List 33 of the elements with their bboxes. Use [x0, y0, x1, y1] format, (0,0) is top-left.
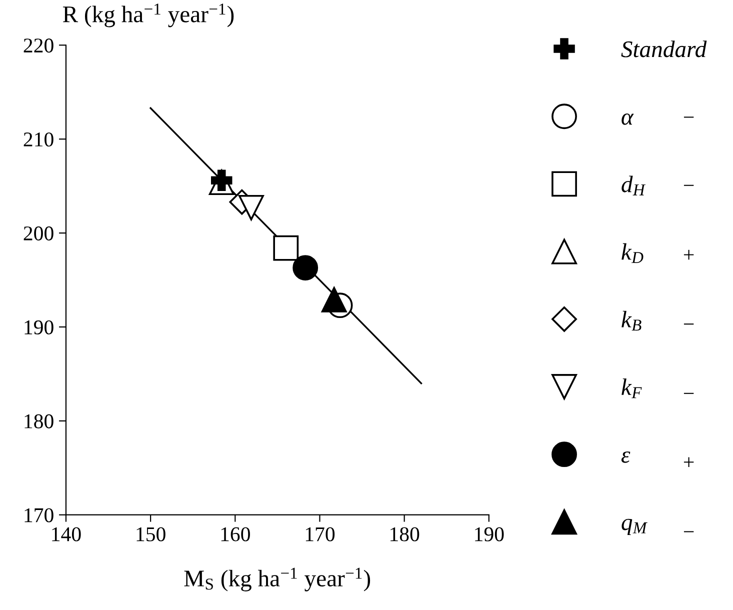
legend-label: k$_{B}$ [622, 310, 642, 331]
y-tick-label: 210 [24, 132, 54, 147]
x-tick-label: 180 [390, 527, 420, 542]
text: − [684, 116, 694, 118]
x-tick-label: 190 [475, 527, 504, 542]
text: + [684, 457, 694, 467]
text: + [684, 250, 694, 260]
point [321, 287, 347, 312]
legend-label: q$_{M}$ [622, 518, 648, 536]
legend-label: Standard [621, 40, 707, 58]
x-tick-label: 170 [306, 527, 335, 542]
legend-label: k$_{D}$ [622, 243, 644, 263]
legend-label: k$_{F}$ [622, 378, 642, 398]
x-tick-label: 160 [221, 527, 250, 542]
text: − [684, 324, 694, 325]
x-axis-title: M$_{S}$ (kg ha$^{−1}$ year$^{−1}$) [184, 568, 370, 592]
y-tick-label: 190 [24, 320, 54, 334]
y-tick-label: 200 [24, 226, 54, 240]
y-tick-label: 170 [24, 508, 54, 522]
legend-label: d$_{H}$ [622, 176, 646, 196]
text: − [684, 184, 694, 186]
x-tick-label: 140 [52, 527, 81, 542]
text: − [684, 531, 694, 532]
text: − [684, 392, 694, 394]
y-tick-label: 220 [24, 38, 54, 53]
legend-label: ε [621, 451, 630, 463]
legend-label: α [622, 113, 634, 125]
point [273, 235, 299, 261]
y-tick-label: 180 [24, 414, 54, 428]
point [238, 194, 264, 220]
x-tick-label: 150 [136, 527, 166, 542]
y-axis-title: R (kg ha$^{−1}$ year$^{−1}$) [62, 4, 234, 28]
point [292, 255, 318, 280]
